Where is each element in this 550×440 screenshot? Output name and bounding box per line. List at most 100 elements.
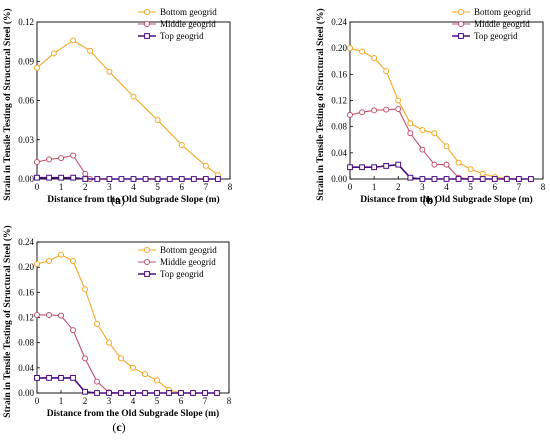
legend-marker-b-1	[458, 21, 464, 27]
legend-label-b-1: Middle geogrid	[474, 19, 530, 29]
data-point-a-1	[58, 155, 65, 162]
data-point-b-2	[467, 176, 474, 182]
data-point-c-0	[118, 355, 124, 362]
legend-marker-c-1	[144, 259, 150, 265]
data-point-a-2	[70, 174, 77, 181]
data-point-a-2	[202, 176, 209, 182]
data-point-a-2	[154, 176, 161, 182]
data-point-b-2	[383, 163, 390, 169]
y-tick-label-c: 0.00	[18, 388, 34, 398]
data-point-c-0	[106, 339, 112, 346]
series-line-b-2	[350, 163, 531, 180]
legend-label-c-0: Bottom geogrid	[160, 245, 217, 255]
data-point-b-0	[419, 126, 426, 133]
data-point-c-2	[130, 390, 136, 396]
data-point-a-0	[130, 93, 137, 100]
series-line-b-1	[349, 108, 531, 180]
x-tick-label-c: 6	[179, 396, 184, 406]
data-point-a-1	[46, 156, 53, 163]
series-b-0	[347, 45, 534, 182]
data-point-c-2	[94, 390, 100, 396]
legend-a: Bottom geogrid Middle geogrid Top geogrid	[138, 7, 217, 41]
data-point-c-2	[202, 390, 208, 396]
x-axis-label-c: Distance from the Old Subgrade Slope (m)	[47, 408, 219, 419]
data-point-c-2	[70, 375, 76, 381]
legend-label-a-1: Middle geogrid	[160, 19, 216, 29]
data-point-c-1	[46, 311, 52, 318]
y-tick-label-c: 0.20	[18, 262, 34, 272]
series-line-b-0	[349, 47, 531, 180]
x-tick-label-a: 7	[204, 182, 209, 192]
data-point-a-2	[190, 176, 197, 182]
data-point-b-0	[455, 159, 462, 166]
data-point-b-1	[383, 106, 390, 113]
caption-c-letter: c	[116, 420, 122, 434]
y-tick-label-c: 0.04	[18, 363, 34, 373]
y-tick-label-b: 0.16	[331, 69, 347, 79]
data-point-b-2	[503, 176, 510, 182]
legend-label-c-1: Middle geogrid	[160, 257, 216, 267]
y-tick-label-b: 0.08	[331, 122, 347, 132]
data-point-b-1	[347, 111, 353, 118]
data-point-a-0	[87, 47, 94, 54]
caption-c-close: )	[121, 420, 126, 434]
y-tick-label-a: 0.06	[18, 96, 34, 106]
data-point-b-2	[359, 164, 365, 171]
series-c-2	[34, 375, 220, 396]
y-tick-label-a: 0.00	[18, 174, 34, 184]
y-tick-label-b: 0.04	[331, 148, 347, 158]
data-point-b-1	[407, 130, 414, 137]
data-point-c-2	[154, 390, 160, 396]
y-tick-label-c: 0.24	[18, 237, 34, 247]
x-tick-label-a: 4	[131, 182, 136, 192]
data-point-a-2	[82, 176, 89, 182]
data-point-c-2	[214, 390, 220, 396]
caption-b-open: (	[422, 193, 427, 207]
x-tick-label-b: 3	[420, 182, 425, 192]
data-point-c-2	[142, 390, 148, 396]
y-tick-label-c: 0.16	[18, 287, 34, 297]
y-axis-label-b: Strain in Tensile Testing of Structural …	[315, 8, 326, 200]
data-point-b-2	[455, 176, 462, 182]
data-point-b-2	[431, 176, 438, 182]
x-tick-label-b: 7	[517, 182, 522, 192]
data-point-a-2	[46, 174, 52, 181]
data-point-b-0	[443, 143, 450, 150]
data-point-c-2	[106, 390, 112, 396]
legend-marker-b-2	[458, 33, 464, 39]
data-point-a-0	[202, 162, 209, 169]
x-tick-label-c: 0	[35, 396, 40, 406]
x-tick-label-a: 5	[155, 182, 160, 192]
data-point-b-1	[419, 146, 426, 153]
data-point-b-2	[491, 176, 498, 182]
data-point-b-0	[359, 48, 366, 55]
data-point-a-0	[106, 68, 113, 75]
data-point-b-2	[407, 174, 414, 181]
x-tick-label-a: 2	[83, 182, 88, 192]
data-point-c-2	[166, 390, 172, 396]
y-axis-label-a: Strain in Tensile Testing of Structural …	[2, 8, 13, 200]
legend-label-b-0: Bottom geogrid	[474, 7, 531, 17]
data-point-c-2	[82, 388, 88, 395]
x-tick-label-a: 3	[107, 182, 112, 192]
x-tick-label-b: 8	[541, 182, 546, 192]
series-line-c-2	[37, 377, 217, 394]
y-tick-label-b: 0.24	[331, 17, 347, 27]
data-point-b-2	[528, 176, 534, 182]
data-point-b-2	[419, 176, 426, 182]
data-point-b-2	[347, 164, 353, 171]
x-tick-label-b: 0	[348, 182, 353, 192]
legend-marker-a-1	[144, 21, 150, 27]
series-b-2	[347, 161, 534, 182]
y-tick-label-b: 0.20	[331, 43, 347, 53]
data-point-c-0	[142, 371, 148, 378]
data-point-b-0	[371, 54, 378, 61]
y-tick-label-b: 0.12	[331, 96, 347, 106]
x-tick-label-b: 4	[444, 182, 449, 192]
caption-c-open: (	[112, 420, 117, 434]
legend-marker-a-0	[144, 9, 150, 15]
data-point-a-0	[154, 117, 161, 124]
data-point-a-2	[130, 176, 137, 182]
series-line-a-0	[36, 39, 219, 176]
